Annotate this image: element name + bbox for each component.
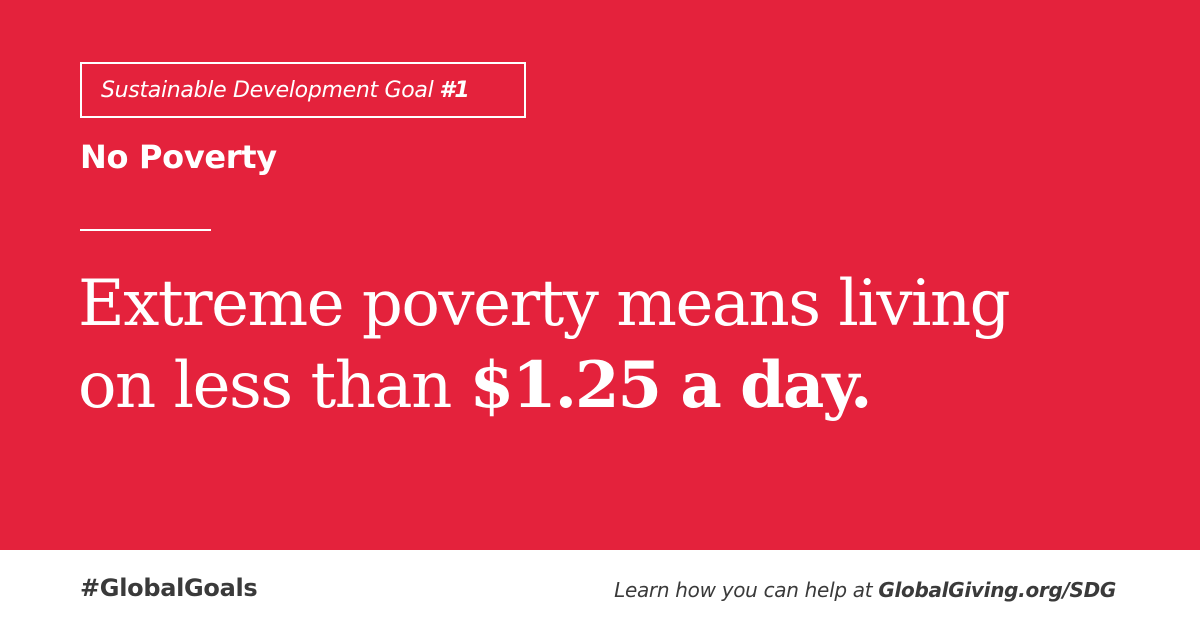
headline: Extreme poverty means living on less tha… — [78, 264, 1168, 427]
footer-bar: #GlobalGoals Learn how you can help at G… — [0, 550, 1200, 630]
hashtag: #GlobalGoals — [80, 574, 258, 602]
goal-title: No Poverty — [80, 138, 277, 176]
goal-label: Sustainable Development Goal — [101, 77, 434, 103]
learn-more-text: Learn how you can help at GlobalGiving.o… — [614, 578, 1116, 602]
divider-rule — [80, 229, 211, 231]
headline-amount: $1.25 a day. — [469, 348, 873, 423]
learn-link[interactable]: GlobalGiving.org/SDG — [878, 578, 1116, 602]
headline-line-2: on less than $1.25 a day. — [78, 345, 1168, 427]
goal-label-box: Sustainable Development Goal #1 — [80, 62, 526, 118]
headline-line-2-light: on less than — [78, 349, 452, 423]
goal-number: #1 — [439, 77, 470, 103]
hero-banner: Sustainable Development Goal #1 No Pover… — [0, 0, 1200, 550]
headline-line-1: Extreme poverty means living — [78, 267, 1011, 341]
learn-prefix: Learn how you can help at — [614, 578, 873, 602]
